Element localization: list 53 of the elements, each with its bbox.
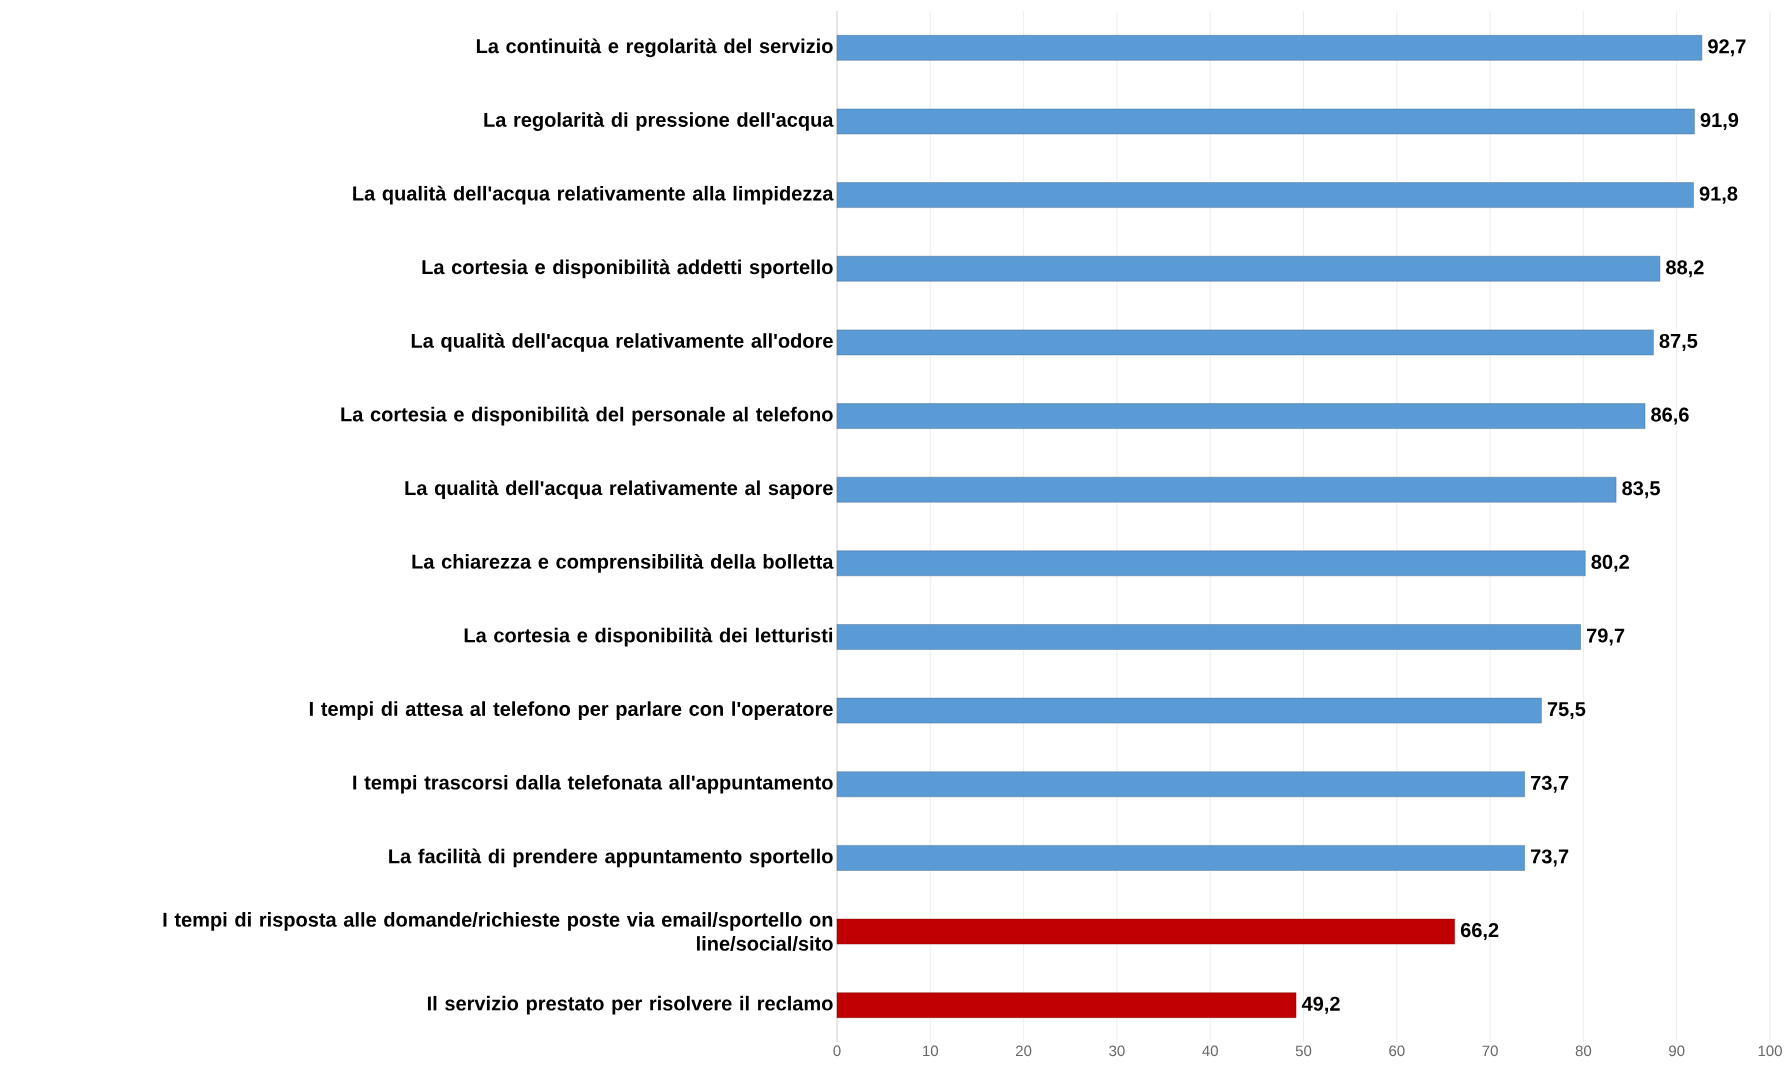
bar bbox=[836, 845, 1525, 871]
y-tick-label: I tempi di risposta alle domande/richieste poste via email/sportello on line/social/sito bbox=[163, 912, 833, 951]
bar bbox=[836, 697, 1542, 724]
y-tick-label: La facilità di prendere appuntamento sportello bbox=[389, 848, 833, 868]
data-label: 91,8 bbox=[1699, 186, 1738, 204]
bar bbox=[836, 108, 1695, 135]
bar bbox=[836, 35, 1703, 61]
bar bbox=[836, 403, 1646, 429]
bar bbox=[836, 476, 1617, 503]
bar bbox=[836, 329, 1654, 356]
y-tick-label: La qualità dell'acqua relativamente all'odore bbox=[411, 333, 833, 352]
data-label: 91,9 bbox=[1700, 112, 1739, 130]
data-label: 79,7 bbox=[1587, 628, 1625, 646]
x-tick-label: 70 bbox=[1482, 1045, 1498, 1057]
data-label: 80,2 bbox=[1591, 554, 1629, 572]
x-tick-label: 40 bbox=[1202, 1045, 1218, 1057]
y-tick-label: La cortesia e disponibilità addetti sportello bbox=[422, 259, 833, 279]
y-tick-label: I tempi di attesa al telefono per parlare con l'operatore bbox=[309, 701, 833, 720]
data-label: 73,7 bbox=[1531, 849, 1569, 867]
bar bbox=[836, 992, 1297, 1018]
y-tick-label: La qualità dell'acqua relativamente alla limpidezza bbox=[353, 185, 834, 205]
x-tick-label: 50 bbox=[1295, 1045, 1312, 1057]
x-tick-label: 100 bbox=[1758, 1045, 1782, 1057]
data-label: 73,7 bbox=[1531, 775, 1569, 793]
y-tick-label: La cortesia e disponibilità del personale al telefono bbox=[341, 406, 833, 426]
x-tick-label: 30 bbox=[1109, 1045, 1125, 1057]
data-label: 75,5 bbox=[1547, 702, 1586, 720]
x-tick-label: 80 bbox=[1575, 1045, 1592, 1057]
bar bbox=[836, 182, 1694, 208]
y-tick-label: La cortesia e disponibilità dei letturisti bbox=[464, 627, 833, 647]
x-tick-label: 60 bbox=[1389, 1045, 1405, 1057]
data-label: 86,6 bbox=[1651, 407, 1689, 425]
x-tick-label: 0 bbox=[833, 1045, 841, 1057]
data-label: 66,2 bbox=[1460, 923, 1499, 941]
y-tick-label: La qualità dell'acqua relativamente al sapore bbox=[405, 480, 833, 500]
data-label: 88,2 bbox=[1666, 260, 1704, 278]
bar bbox=[836, 624, 1581, 650]
bar bbox=[836, 771, 1525, 797]
bar bbox=[836, 550, 1586, 577]
x-tick-label: 20 bbox=[1016, 1045, 1032, 1057]
data-label: 83,5 bbox=[1622, 481, 1660, 499]
bar bbox=[836, 918, 1455, 945]
y-tick-label: I tempi trascorsi dalla telefonata all'appuntamento bbox=[353, 774, 833, 794]
bar bbox=[836, 256, 1661, 282]
data-label: 87,5 bbox=[1659, 333, 1698, 351]
y-tick-label: La regolarità di pressione dell'acqua bbox=[484, 112, 834, 131]
data-label: 92,7 bbox=[1708, 39, 1746, 57]
y-tick-label: Il servizio prestato per risolvere il reclamo bbox=[427, 995, 833, 1015]
x-tick-label: 10 bbox=[923, 1045, 939, 1057]
data-label: 49,2 bbox=[1301, 996, 1340, 1014]
y-tick-label: La chiarezza e comprensibilità della bolletta bbox=[412, 553, 834, 573]
y-tick-label: La continuità e regolarità del servizio bbox=[476, 38, 833, 58]
x-tick-label: 90 bbox=[1669, 1045, 1685, 1057]
